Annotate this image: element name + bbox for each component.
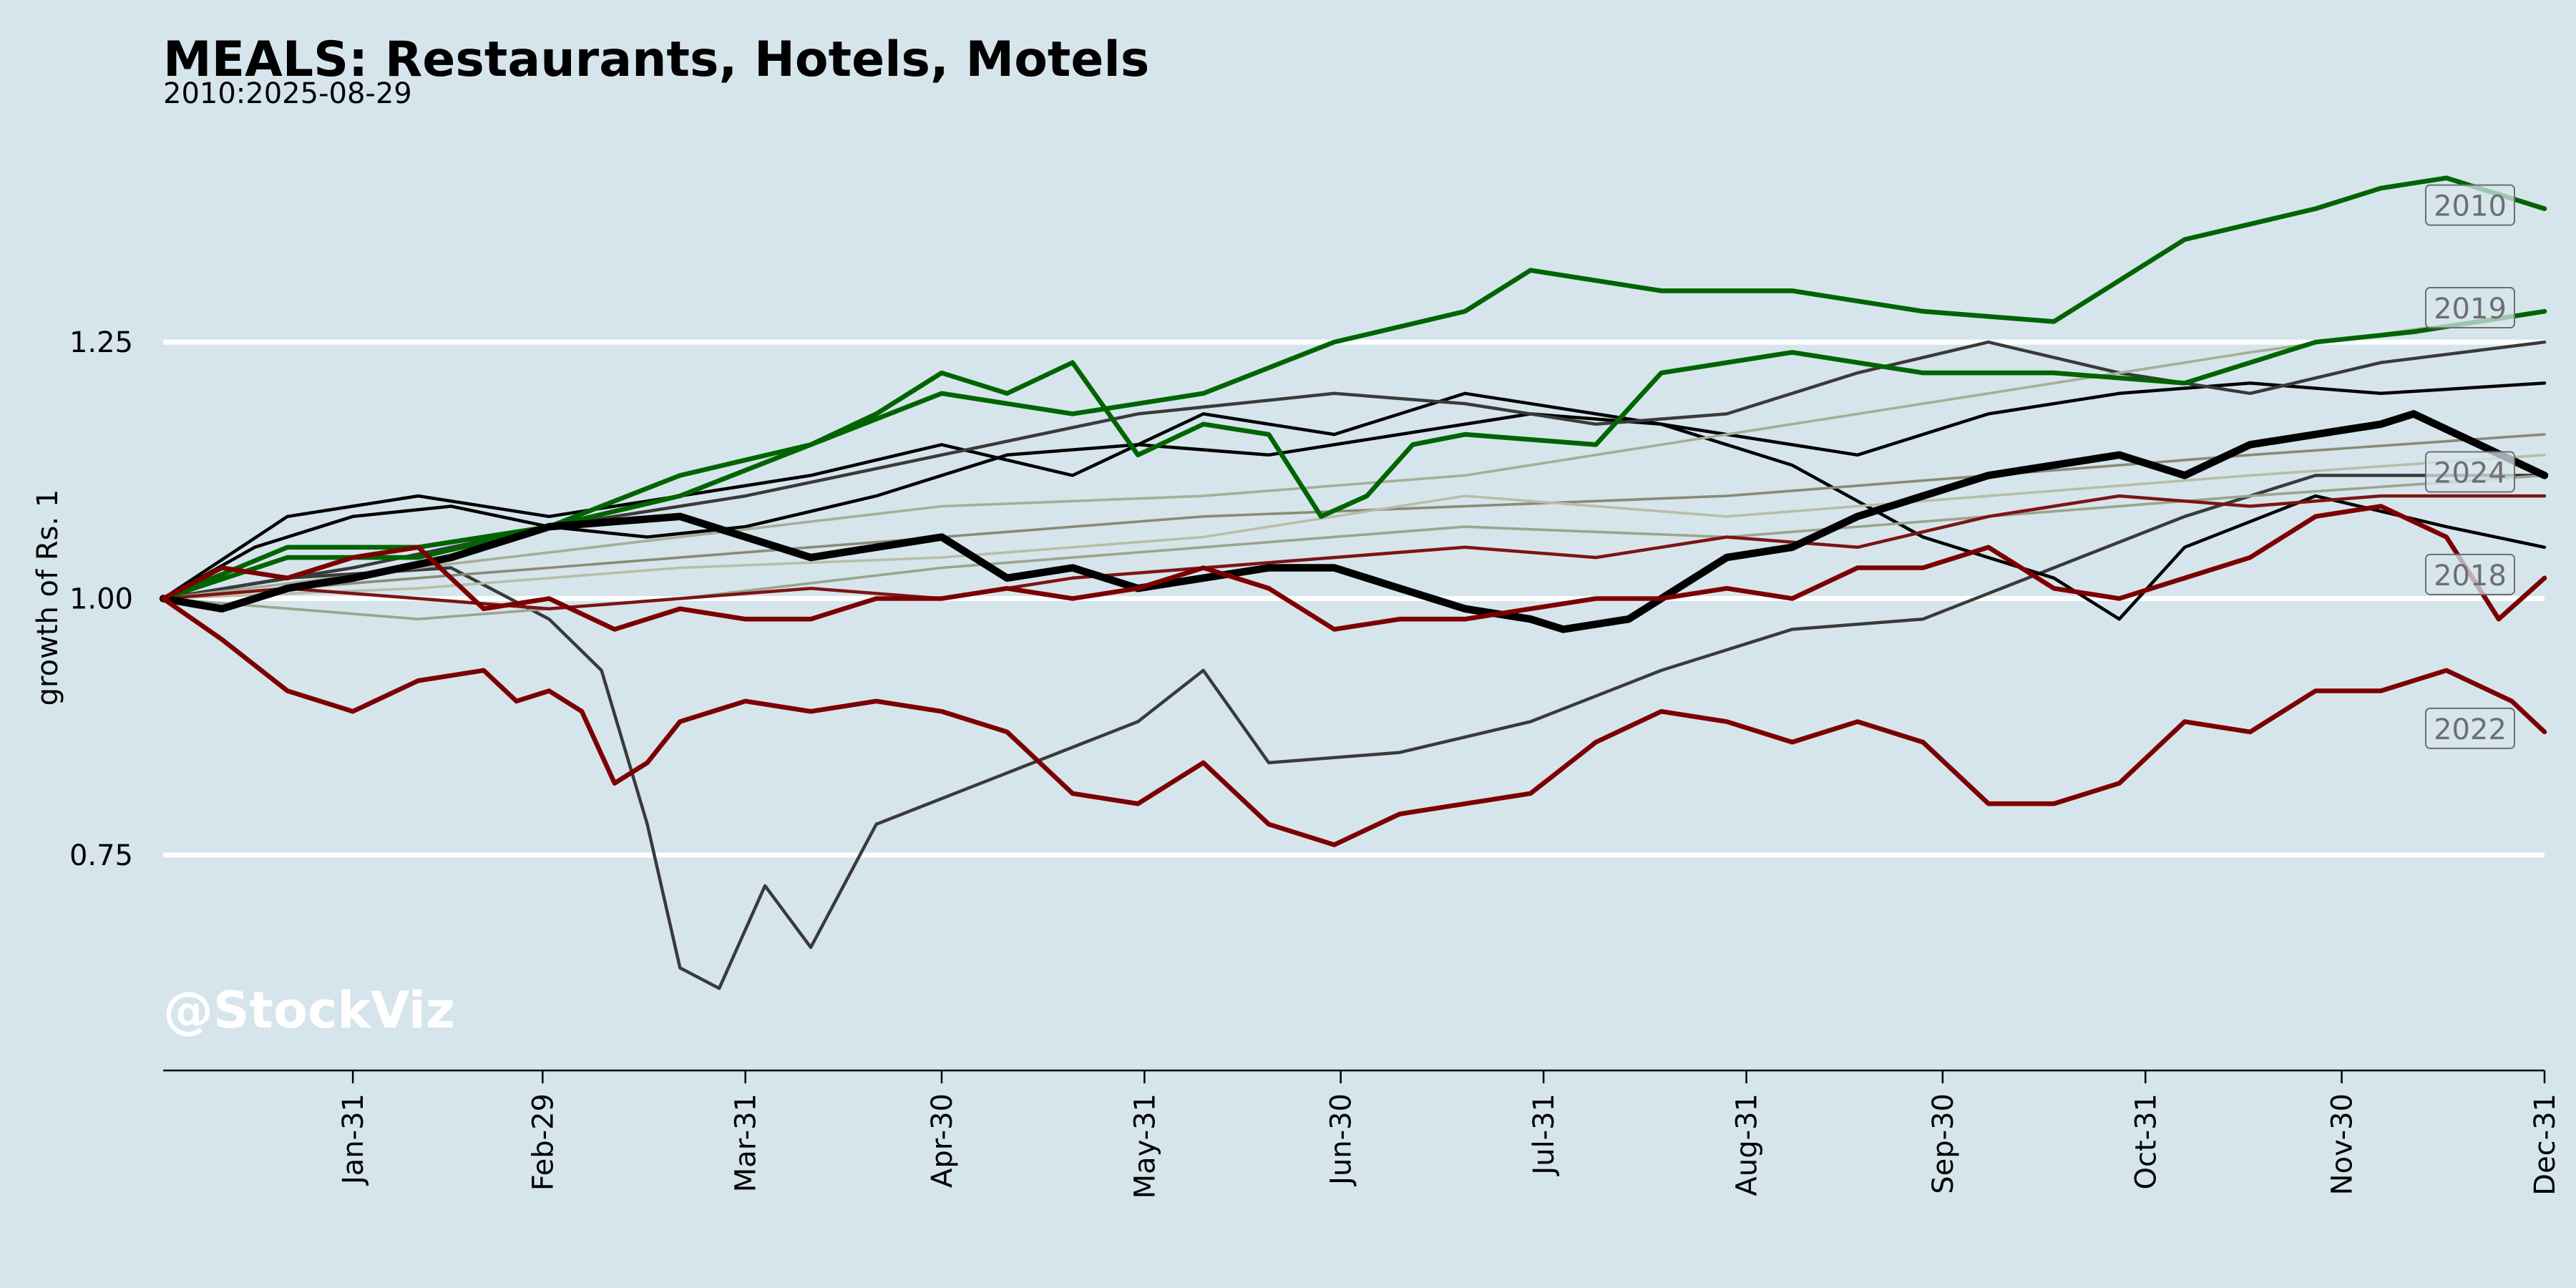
year-label-box — [2425, 184, 2515, 226]
x-tick-label: Oct-31 — [2129, 1093, 2162, 1190]
y-axis-ticks: 0.75 1.00 1.25 — [69, 326, 133, 872]
x-tick-label: Jun-30 — [1325, 1093, 1358, 1187]
series-line — [160, 504, 2547, 632]
year-label-text: 2010 — [2434, 190, 2507, 223]
series-line — [161, 494, 2547, 611]
year-label: 2010 — [2425, 184, 2515, 226]
year-label: 2019 — [2425, 287, 2515, 329]
year-label-box — [2425, 287, 2515, 329]
chart-title: MEALS: Restaurants, Hotels, Motels — [163, 31, 1149, 88]
watermark: @StockViz — [163, 981, 455, 1040]
year-labels: 2010 2019 2024 2018 2022 — [2425, 184, 2515, 749]
series-lines — [159, 175, 2549, 990]
y-tick-label: 0.75 — [69, 839, 133, 872]
year-label-box — [2425, 707, 2515, 749]
year-label-text: 2018 — [2434, 560, 2507, 592]
series-line — [161, 412, 2547, 621]
series-line — [159, 410, 2549, 633]
x-axis-ticks: Jan-31 Feb-29 Mar-31 Apr-30 May-31 Jun-30 Jul-… — [337, 1070, 2562, 1199]
x-tick-label: May-31 — [1128, 1093, 1161, 1199]
year-label-text: 2024 — [2434, 457, 2507, 489]
x-tick-label: Aug-31 — [1731, 1093, 1764, 1196]
year-label: 2022 — [2425, 707, 2515, 749]
x-tick-label: Apr-30 — [926, 1093, 959, 1188]
year-label: 2018 — [2425, 553, 2515, 595]
x-tick-label: Dec-31 — [2529, 1093, 2562, 1196]
y-tick-label: 1.00 — [69, 582, 133, 615]
y-tick-label: 1.25 — [69, 326, 133, 359]
year-label-text: 2022 — [2434, 713, 2507, 746]
chart-subtitle: 2010:2025-08-29 — [163, 77, 412, 110]
x-tick-label: Nov-30 — [2326, 1093, 2359, 1195]
year-label-box — [2425, 553, 2515, 595]
y-axis-label: growth of Rs. 1 — [31, 489, 64, 706]
grid-lines — [163, 339, 2545, 858]
series-line — [161, 474, 2547, 990]
series-line — [160, 175, 2547, 601]
year-label-text: 2019 — [2434, 293, 2507, 326]
series-line — [162, 454, 2546, 600]
x-tick-label: Sep-30 — [1927, 1093, 1960, 1194]
x-tick-label: Feb-29 — [527, 1093, 560, 1191]
x-tick-label: Mar-31 — [730, 1093, 763, 1192]
x-tick-label: Jul-31 — [1528, 1093, 1561, 1177]
series-line — [162, 310, 2546, 600]
year-label: 2024 — [2425, 451, 2515, 493]
series-line — [160, 596, 2547, 847]
year-label-box — [2425, 451, 2515, 493]
series-line — [161, 381, 2547, 600]
series-line — [160, 308, 2547, 601]
x-tick-label: Jan-31 — [337, 1093, 370, 1186]
